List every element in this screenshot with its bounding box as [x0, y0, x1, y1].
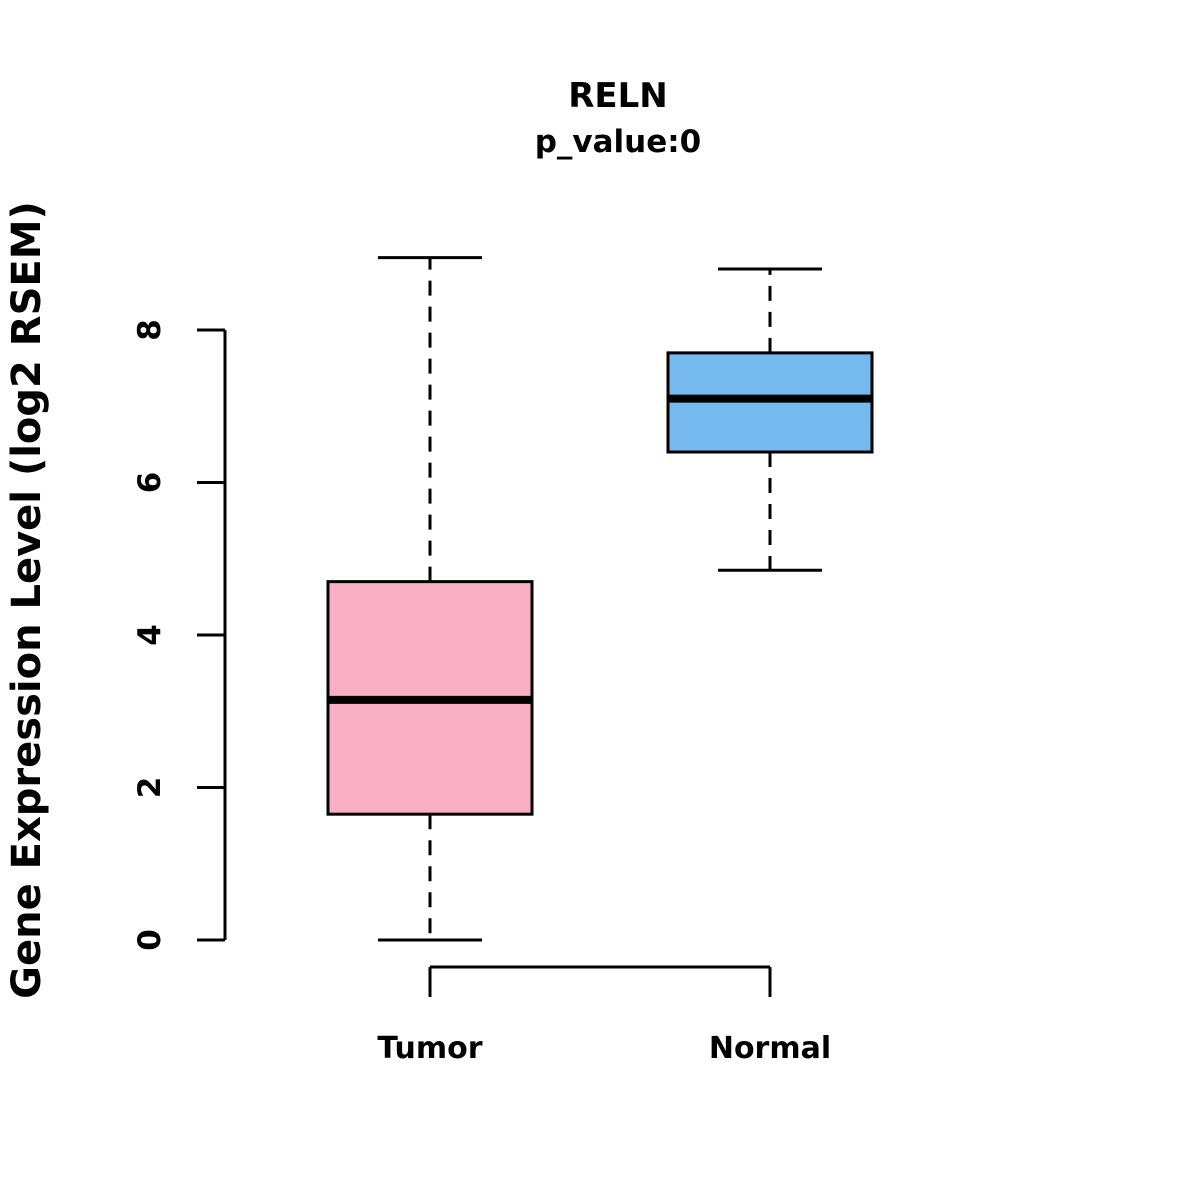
- chart-subtitle: p_value:0: [535, 124, 702, 160]
- chart-title: RELN: [568, 76, 668, 116]
- category-label-normal: Normal: [709, 1031, 831, 1066]
- y-tick-label: 2: [132, 777, 168, 799]
- y-tick-label: 4: [132, 624, 168, 646]
- y-axis-label: Gene Expression Level (log2 RSEM): [4, 201, 50, 999]
- box-normal: [666, 267, 874, 572]
- y-tick-label: 6: [132, 472, 168, 494]
- category-label-tumor: Tumor: [377, 1031, 482, 1066]
- axes-group: 0 2 4 6 8: [132, 319, 772, 997]
- box-tumor: [326, 256, 534, 942]
- y-tick-label: 8: [132, 319, 168, 341]
- boxes-group: [326, 256, 874, 942]
- y-tick-label: 0: [132, 929, 168, 951]
- x-category-labels: Tumor Normal: [377, 1031, 831, 1066]
